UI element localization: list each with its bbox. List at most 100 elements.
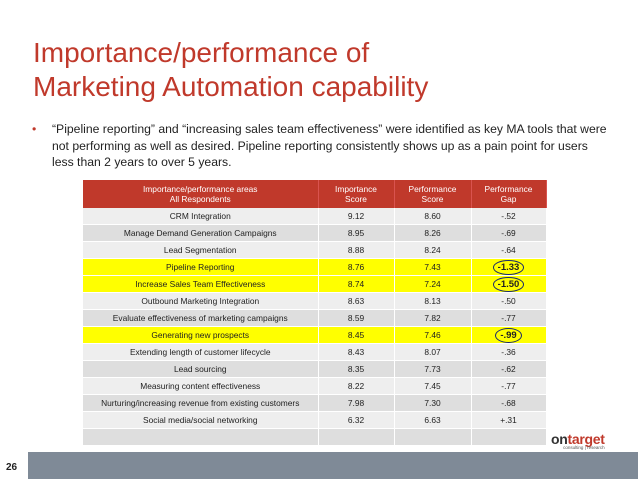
slide-title-line-1: Importance/performance of bbox=[33, 37, 370, 68]
footer-bar bbox=[28, 452, 638, 479]
cell-area: Evaluate effectiveness of marketing camp… bbox=[83, 309, 319, 327]
header-importance: Importance Score bbox=[318, 180, 395, 208]
header-performance-line-1: Performance bbox=[408, 184, 457, 194]
cell-gap: -.64 bbox=[471, 241, 547, 259]
cell-importance: 8.22 bbox=[318, 377, 395, 395]
logo-tagline: consulting | research bbox=[563, 445, 605, 450]
cell-performance: 8.24 bbox=[394, 241, 472, 259]
cell-area: Increase Sales Team Effectiveness bbox=[83, 275, 319, 293]
cell-gap: -.68 bbox=[471, 394, 547, 412]
cell-importance: 8.59 bbox=[318, 309, 395, 327]
table-row: Evaluate effectiveness of marketing camp… bbox=[83, 309, 547, 327]
cell-importance: 8.88 bbox=[318, 241, 395, 259]
header-area-line-2: All Respondents bbox=[169, 194, 231, 204]
cell-gap: -.50 bbox=[471, 292, 547, 310]
table-row-highlighted: Increase Sales Team Effectiveness 8.74 7… bbox=[83, 275, 547, 293]
cell-performance: 8.07 bbox=[394, 343, 472, 361]
cell-importance: 8.74 bbox=[318, 275, 395, 293]
table-header-row: Importance/performance areas All Respond… bbox=[83, 180, 547, 208]
table-row: Manage Demand Generation Campaigns 8.95 … bbox=[83, 224, 547, 242]
header-performance: Performance Score bbox=[394, 180, 472, 208]
cell-gap: +.31 bbox=[471, 411, 547, 429]
table-row-highlighted: Generating new prospects 8.45 7.46 -.99 bbox=[83, 326, 547, 344]
cell-area: Generating new prospects bbox=[83, 326, 319, 344]
slide-title-line-2: Marketing Automation capability bbox=[33, 71, 429, 102]
table-row: Lead sourcing 8.35 7.73 -.62 bbox=[83, 360, 547, 378]
cell-area: Lead Segmentation bbox=[83, 241, 319, 259]
cell-area: Extending length of customer lifecycle bbox=[83, 343, 319, 361]
cell-area: Measuring content effectiveness bbox=[83, 377, 319, 395]
gap-circle: -.99 bbox=[495, 327, 522, 343]
table-row: Nurturing/increasing revenue from existi… bbox=[83, 394, 547, 412]
cell-area: Nurturing/increasing revenue from existi… bbox=[83, 394, 319, 412]
gap-circle: -1.33 bbox=[492, 259, 525, 275]
cell-area: Manage Demand Generation Campaigns bbox=[83, 224, 319, 242]
table-row: Social media/social networking 6.32 6.63… bbox=[83, 411, 547, 429]
table-row: Extending length of customer lifecycle 8… bbox=[83, 343, 547, 361]
table-row: CRM Integration 9.12 8.60 -.52 bbox=[83, 208, 547, 225]
cell-gap: -.62 bbox=[471, 360, 547, 378]
cell-area: Social media/social networking bbox=[83, 411, 319, 429]
cell-gap-circled: -1.33 bbox=[471, 258, 547, 276]
cell-performance: 6.63 bbox=[394, 411, 472, 429]
page-number: 26 bbox=[6, 462, 18, 473]
header-gap: Performance Gap bbox=[471, 180, 547, 208]
cell-area: CRM Integration bbox=[83, 208, 319, 225]
cell-performance: 8.26 bbox=[394, 224, 472, 242]
header-gap-line-1: Performance bbox=[484, 184, 533, 194]
cell-gap: -.36 bbox=[471, 343, 547, 361]
cell-area bbox=[83, 428, 319, 446]
table-row: Measuring content effectiveness 8.22 7.4… bbox=[83, 377, 547, 395]
cell-performance: 7.30 bbox=[394, 394, 472, 412]
header-performance-line-2: Score bbox=[421, 194, 444, 204]
cell-importance: 8.76 bbox=[318, 258, 395, 276]
cell-gap: -.52 bbox=[471, 208, 547, 225]
cell-importance bbox=[318, 428, 395, 446]
bullet-icon: • bbox=[32, 122, 37, 136]
table-row: Outbound Marketing Integration 8.63 8.13… bbox=[83, 292, 547, 310]
header-area: Importance/performance areas All Respond… bbox=[83, 180, 319, 208]
bullet-point: • “Pipeline reporting” and “increasing s… bbox=[32, 121, 607, 171]
cell-performance: 7.24 bbox=[394, 275, 472, 293]
gap-circle: -1.50 bbox=[492, 276, 525, 292]
cell-gap-circled: -1.50 bbox=[471, 275, 547, 293]
table-row-empty bbox=[83, 428, 547, 446]
importance-performance-table: Importance/performance areas All Respond… bbox=[83, 180, 547, 446]
logo-target: target bbox=[567, 431, 605, 447]
ontarget-logo: ontarget consulting | research bbox=[551, 431, 605, 450]
cell-gap: -.77 bbox=[471, 309, 547, 327]
cell-performance bbox=[394, 428, 472, 446]
logo-wordmark: ontarget bbox=[551, 431, 605, 447]
header-area-line-1: Importance/performance areas bbox=[142, 184, 258, 194]
cell-performance: 7.46 bbox=[394, 326, 472, 344]
cell-importance: 9.12 bbox=[318, 208, 395, 225]
cell-performance: 8.13 bbox=[394, 292, 472, 310]
cell-importance: 6.32 bbox=[318, 411, 395, 429]
cell-importance: 7.98 bbox=[318, 394, 395, 412]
cell-performance: 7.82 bbox=[394, 309, 472, 327]
bullet-text: “Pipeline reporting” and “increasing sal… bbox=[52, 122, 607, 169]
cell-area: Lead sourcing bbox=[83, 360, 319, 378]
slide-title: Importance/performance of Marketing Auto… bbox=[33, 36, 623, 104]
logo-on: on bbox=[551, 431, 568, 447]
cell-importance: 8.45 bbox=[318, 326, 395, 344]
table-row: Lead Segmentation 8.88 8.24 -.64 bbox=[83, 241, 547, 259]
cell-area: Outbound Marketing Integration bbox=[83, 292, 319, 310]
cell-performance: 7.73 bbox=[394, 360, 472, 378]
cell-gap bbox=[471, 428, 547, 446]
header-importance-line-2: Score bbox=[345, 194, 367, 204]
header-importance-line-1: Importance bbox=[335, 184, 377, 194]
cell-performance: 7.43 bbox=[394, 258, 472, 276]
cell-area: Pipeline Reporting bbox=[83, 258, 319, 276]
header-gap-line-2: Gap bbox=[500, 194, 517, 204]
cell-importance: 8.95 bbox=[318, 224, 395, 242]
cell-importance: 8.63 bbox=[318, 292, 395, 310]
cell-performance: 8.60 bbox=[394, 208, 472, 225]
cell-importance: 8.35 bbox=[318, 360, 395, 378]
table-row-highlighted: Pipeline Reporting 8.76 7.43 -1.33 bbox=[83, 258, 547, 276]
cell-gap-circled: -.99 bbox=[471, 326, 547, 344]
cell-gap: -.69 bbox=[471, 224, 547, 242]
cell-performance: 7.45 bbox=[394, 377, 472, 395]
cell-importance: 8.43 bbox=[318, 343, 395, 361]
cell-gap: -.77 bbox=[471, 377, 547, 395]
